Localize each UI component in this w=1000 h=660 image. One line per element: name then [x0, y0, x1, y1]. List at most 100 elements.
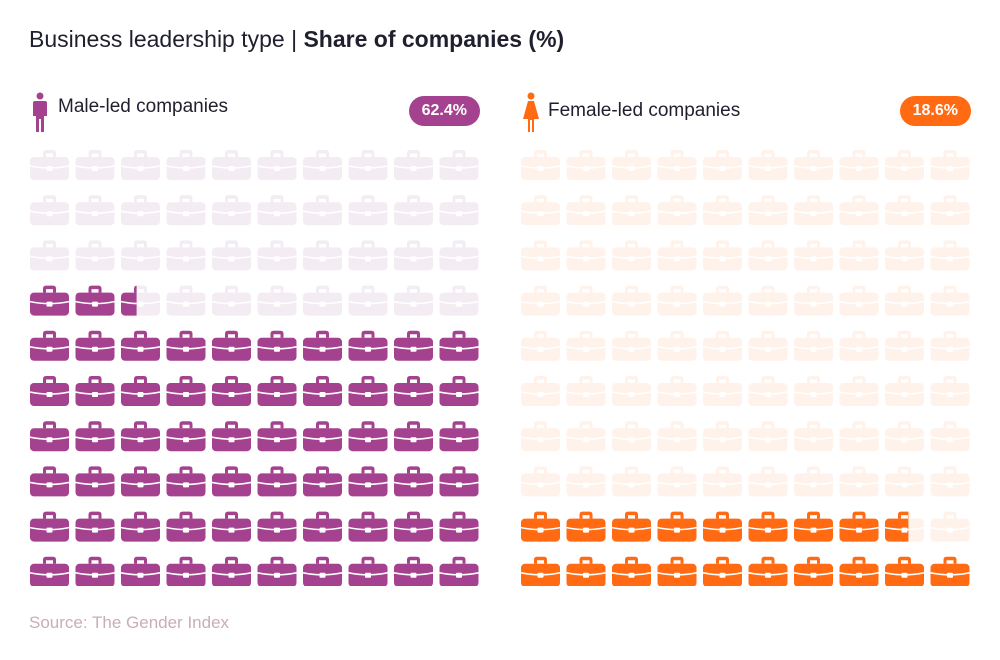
briefcase-icon [884, 285, 925, 316]
briefcase-icon [348, 330, 388, 361]
briefcase-icon [302, 195, 343, 226]
briefcase-icon [793, 556, 834, 586]
briefcase-icon [393, 421, 434, 452]
briefcase-icon [930, 150, 970, 180]
briefcase-icon [930, 421, 970, 452]
briefcase-icon [393, 511, 434, 542]
briefcase-icon [839, 240, 879, 271]
briefcase-icon [348, 511, 388, 542]
briefcase-icon [657, 466, 697, 497]
briefcase-icon [884, 511, 925, 542]
briefcase-icon [393, 466, 434, 497]
briefcase-icon [657, 330, 697, 361]
briefcase-icon [884, 150, 925, 180]
briefcase-icon [29, 556, 70, 586]
briefcase-icon [29, 466, 70, 497]
briefcase-icon [793, 240, 834, 271]
male-legend: Male-led companies 62.4% [28, 90, 480, 134]
briefcase-icon [611, 150, 652, 180]
briefcase-icon [75, 556, 115, 586]
briefcase-icon [302, 330, 343, 361]
briefcase-icon [302, 421, 343, 452]
briefcase-icon [611, 376, 652, 406]
briefcase-icon [120, 240, 161, 271]
briefcase-icon [29, 150, 70, 180]
briefcase-icon [120, 195, 161, 226]
briefcase-icon [166, 421, 206, 452]
briefcase-icon [257, 421, 297, 452]
briefcase-icon [611, 556, 652, 586]
briefcase-icon [348, 556, 388, 586]
briefcase-icon [302, 376, 343, 406]
briefcase-icon [657, 556, 697, 586]
briefcase-icon [302, 150, 343, 180]
briefcase-icon [839, 285, 879, 316]
briefcase-icon [29, 421, 70, 452]
male-waffle-grid [29, 150, 479, 586]
briefcase-icon [439, 195, 479, 226]
briefcase-icon [793, 195, 834, 226]
briefcase-icon [257, 195, 297, 226]
briefcase-icon [211, 466, 252, 497]
briefcase-icon [439, 556, 479, 586]
briefcase-icon [29, 330, 70, 361]
briefcase-icon [611, 421, 652, 452]
briefcase-icon [930, 556, 970, 586]
briefcase-icon [29, 376, 70, 406]
briefcase-icon [257, 376, 297, 406]
briefcase-icon [702, 511, 743, 542]
female-led-panel: Female-led companies 18.6% [519, 88, 979, 588]
briefcase-icon [702, 421, 743, 452]
briefcase-icon [520, 511, 561, 542]
briefcase-icon [611, 330, 652, 361]
briefcase-icon [166, 376, 206, 406]
briefcase-icon [520, 285, 561, 316]
briefcase-icon [257, 150, 297, 180]
briefcase-icon [211, 556, 252, 586]
briefcase-icon [439, 376, 479, 406]
briefcase-icon [257, 556, 297, 586]
briefcase-icon [657, 511, 697, 542]
briefcase-icon [748, 240, 788, 271]
briefcase-icon [302, 285, 343, 316]
briefcase-icon [393, 556, 434, 586]
briefcase-icon [348, 421, 388, 452]
briefcase-icon [257, 285, 297, 316]
briefcase-icon [302, 466, 343, 497]
briefcase-icon [211, 421, 252, 452]
briefcase-icon [657, 195, 697, 226]
briefcase-icon [611, 195, 652, 226]
female-legend-label: Female-led companies [548, 100, 741, 121]
briefcase-icon [748, 511, 788, 542]
briefcase-icon [839, 150, 879, 180]
briefcase-icon [520, 466, 561, 497]
briefcase-icon [748, 330, 788, 361]
female-legend: Female-led companies 18.6% [519, 90, 971, 134]
briefcase-icon [884, 466, 925, 497]
briefcase-icon [75, 511, 115, 542]
briefcase-icon [75, 376, 115, 406]
briefcase-icon [348, 240, 388, 271]
briefcase-icon [348, 285, 388, 316]
briefcase-icon [166, 195, 206, 226]
briefcase-icon [748, 556, 788, 586]
briefcase-icon [930, 285, 970, 316]
chart-title: Business leadership type | Share of comp… [29, 26, 564, 53]
briefcase-icon [211, 285, 252, 316]
briefcase-icon [120, 150, 161, 180]
briefcase-icon [611, 511, 652, 542]
briefcase-icon [702, 285, 743, 316]
briefcase-icon [793, 330, 834, 361]
briefcase-icon [166, 240, 206, 271]
briefcase-icon [348, 195, 388, 226]
briefcase-icon [257, 466, 297, 497]
briefcase-icon [748, 195, 788, 226]
briefcase-icon [211, 240, 252, 271]
briefcase-icon [211, 195, 252, 226]
briefcase-icon [520, 195, 561, 226]
briefcase-icon [793, 466, 834, 497]
briefcase-icon [748, 150, 788, 180]
briefcase-icon [930, 330, 970, 361]
chart-title-regular: Business leadership type | [29, 26, 304, 52]
briefcase-icon [75, 240, 115, 271]
